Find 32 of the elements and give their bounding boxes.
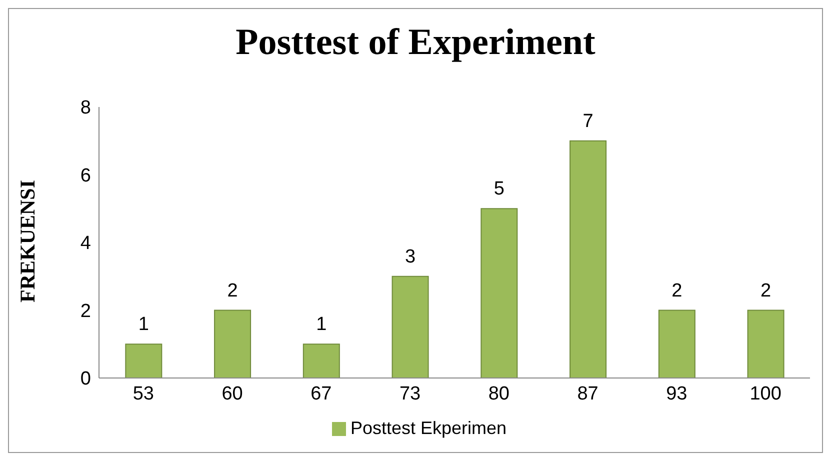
bar: [658, 310, 696, 378]
x-tick-label: 100: [750, 383, 782, 404]
bar: [570, 140, 607, 378]
data-label: 5: [494, 178, 504, 200]
data-label: 1: [316, 314, 327, 336]
bar: [392, 276, 429, 378]
data-label: 2: [760, 280, 772, 302]
bar: [480, 208, 518, 378]
legend-label: Posttest Ekperimen: [350, 418, 507, 438]
y-tick-label: 0: [80, 368, 91, 390]
y-tick-label: 2: [80, 300, 91, 322]
bar: [214, 310, 252, 378]
x-tick-label: 93: [666, 383, 688, 404]
bar: [302, 344, 340, 378]
bar: [747, 310, 784, 378]
x-tick-label: 80: [488, 383, 510, 404]
y-axis-title: FREKUENSI: [15, 180, 40, 302]
data-label: 1: [138, 314, 149, 336]
y-tick-label: 4: [80, 233, 92, 254]
bar: [125, 344, 162, 378]
y-tick-label: 6: [80, 165, 91, 186]
x-tick-label: 53: [132, 383, 154, 404]
y-tick-label: 8: [80, 98, 91, 119]
chart-title: Posttest of Experiment: [234, 21, 596, 64]
x-tick-label: 87: [577, 383, 598, 404]
x-tick-label: 67: [310, 383, 332, 404]
x-tick-label: 60: [222, 383, 243, 404]
x-tick-label: 73: [399, 383, 421, 404]
data-label: 7: [582, 110, 594, 132]
data-label: 3: [405, 246, 416, 268]
data-label: 2: [227, 280, 238, 302]
data-label: 2: [672, 280, 682, 302]
